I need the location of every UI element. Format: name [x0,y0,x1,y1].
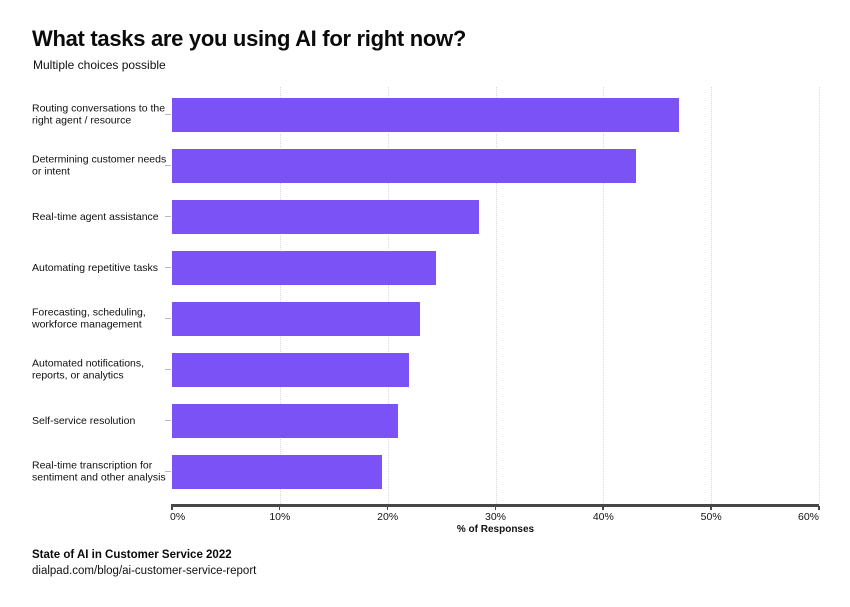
x-tick-label: 40% [592,511,614,523]
bar [172,250,437,285]
x-tick-mark [710,506,712,510]
y-tick-mark [165,266,171,268]
bar [172,403,399,438]
x-axis-title: % of Responses [456,524,535,535]
x-tick-mark [278,506,281,510]
x-tick-mark [818,506,820,510]
y-tick-mark [165,317,171,319]
x-tick-mark [386,506,389,510]
y-tick-mark [165,164,171,166]
y-tick-mark [165,215,171,217]
category-label: Automated notifications, reports, or ana… [32,357,145,382]
category-label: Real-time transcription for sentiment an… [32,459,166,484]
bar [172,199,480,234]
gridline-20pct [387,87,389,504]
x-tick-label: 10% [269,511,291,523]
gridline-30pct [495,87,497,504]
category-label: Determining customer needs or intent [32,153,167,178]
x-tick-label: 30% [484,511,506,523]
x-tick-label: 60% [797,511,819,523]
bar [172,97,679,132]
bar [172,148,636,183]
x-tick-mark [602,506,604,510]
y-tick-mark [165,368,171,370]
x-tick-mark [171,506,173,510]
y-tick-mark [165,470,171,472]
bar [172,454,383,489]
category-label: Routing conversations to the right agent… [32,102,166,127]
category-label: Self-service resolution [32,414,136,427]
chart-subtitle: Multiple choices possible [33,58,166,72]
bar [172,352,410,387]
gridline-10pct [279,87,281,504]
bar [172,301,421,336]
gridline-50pct [711,87,713,504]
chart-title: What tasks are you using AI for right no… [32,26,466,51]
x-tick-label: 0% [170,511,186,523]
gridline-40pct [603,87,605,504]
x-tick-mark [494,506,496,510]
source-text: State of AI in Customer Service 2022 [32,549,232,561]
x-tick-label: 50% [700,511,722,523]
category-label: Real-time agent assistance [32,210,159,223]
source-url: dialpad.com/blog/ai-customer-service-rep… [32,565,257,577]
x-axis-line [171,504,819,507]
gridline-60pct [819,87,820,504]
y-tick-mark [165,113,171,115]
category-label: Automating repetitive tasks [32,261,159,274]
category-label: Forecasting, scheduling, workforce manag… [32,306,146,331]
x-tick-label: 20% [377,511,399,523]
y-tick-mark [165,419,171,421]
